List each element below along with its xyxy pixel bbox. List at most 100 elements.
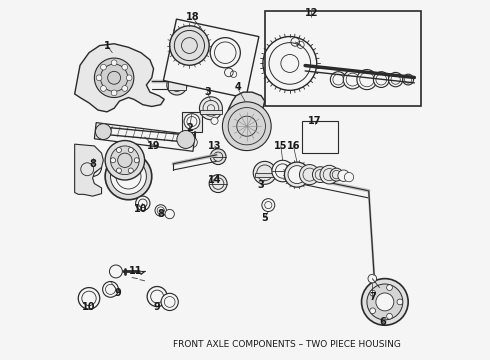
Text: 8: 8 <box>89 159 96 169</box>
Text: 5: 5 <box>261 213 268 222</box>
Text: 4: 4 <box>234 82 241 92</box>
Circle shape <box>362 279 408 325</box>
Circle shape <box>387 285 392 291</box>
Circle shape <box>84 158 101 176</box>
Circle shape <box>161 293 178 311</box>
Circle shape <box>165 210 174 219</box>
Circle shape <box>155 205 167 216</box>
Circle shape <box>122 64 127 70</box>
Circle shape <box>96 124 111 139</box>
Circle shape <box>222 102 271 150</box>
Circle shape <box>253 161 276 184</box>
Text: 2: 2 <box>186 123 193 133</box>
Circle shape <box>367 284 403 320</box>
Text: 15: 15 <box>274 141 288 151</box>
Circle shape <box>285 162 310 187</box>
Polygon shape <box>74 144 103 196</box>
Circle shape <box>111 158 147 194</box>
Circle shape <box>111 90 117 96</box>
Circle shape <box>387 314 392 319</box>
Circle shape <box>370 290 375 296</box>
Circle shape <box>102 282 119 297</box>
Bar <box>200 110 221 114</box>
Circle shape <box>147 287 167 307</box>
Polygon shape <box>227 92 265 149</box>
Circle shape <box>170 26 209 65</box>
Bar <box>164 19 259 98</box>
Text: 17: 17 <box>308 116 321 126</box>
Circle shape <box>109 265 122 278</box>
Circle shape <box>373 72 389 87</box>
Bar <box>182 112 202 132</box>
Circle shape <box>126 75 132 81</box>
Circle shape <box>357 69 377 90</box>
Circle shape <box>272 160 294 182</box>
Text: 19: 19 <box>147 141 160 151</box>
Circle shape <box>128 168 133 173</box>
Circle shape <box>262 199 275 212</box>
Circle shape <box>128 148 133 153</box>
Circle shape <box>199 97 222 120</box>
Text: 18: 18 <box>186 12 200 22</box>
Text: 9: 9 <box>114 288 121 298</box>
Text: 8: 8 <box>157 209 164 219</box>
Text: 16: 16 <box>287 141 300 151</box>
Circle shape <box>105 153 152 200</box>
Circle shape <box>111 146 139 175</box>
Text: 6: 6 <box>380 317 387 327</box>
Text: 9: 9 <box>154 302 161 312</box>
Circle shape <box>134 158 139 163</box>
Bar <box>265 12 421 107</box>
Circle shape <box>288 166 306 184</box>
Circle shape <box>397 299 403 305</box>
Circle shape <box>338 170 349 181</box>
Polygon shape <box>74 44 164 112</box>
Circle shape <box>117 148 122 153</box>
Text: 13: 13 <box>208 141 221 151</box>
Circle shape <box>344 172 354 182</box>
Circle shape <box>210 149 226 165</box>
Circle shape <box>78 288 100 309</box>
Bar <box>302 121 338 153</box>
Circle shape <box>95 58 134 98</box>
Circle shape <box>211 117 218 125</box>
Circle shape <box>105 140 145 180</box>
Circle shape <box>111 158 116 163</box>
Text: 14: 14 <box>208 175 221 185</box>
Text: 11: 11 <box>129 266 143 276</box>
Circle shape <box>210 38 240 68</box>
Text: 7: 7 <box>369 292 376 302</box>
Circle shape <box>330 168 343 181</box>
Circle shape <box>370 308 375 314</box>
Text: 3: 3 <box>258 180 265 190</box>
Circle shape <box>100 64 106 70</box>
Circle shape <box>136 196 150 211</box>
Circle shape <box>100 86 106 91</box>
Circle shape <box>376 293 394 311</box>
Circle shape <box>187 137 197 148</box>
Text: FRONT AXLE COMPONENTS – TWO PIECE HOUSING: FRONT AXLE COMPONENTS – TWO PIECE HOUSIN… <box>173 339 401 348</box>
Circle shape <box>184 114 200 130</box>
Circle shape <box>299 165 319 185</box>
Text: 10: 10 <box>134 204 148 214</box>
Circle shape <box>209 175 227 193</box>
Bar <box>255 173 275 177</box>
Text: 10: 10 <box>82 302 96 312</box>
Circle shape <box>177 131 195 148</box>
Circle shape <box>330 72 346 87</box>
Bar <box>168 81 186 90</box>
Circle shape <box>167 75 187 95</box>
Circle shape <box>111 60 117 66</box>
Circle shape <box>117 168 122 173</box>
Text: 3: 3 <box>204 87 211 97</box>
Text: 12: 12 <box>305 8 318 18</box>
Circle shape <box>389 72 403 87</box>
Circle shape <box>224 68 233 77</box>
Circle shape <box>96 75 102 81</box>
Circle shape <box>313 167 328 183</box>
Text: 1: 1 <box>103 41 110 50</box>
Circle shape <box>368 274 377 283</box>
Circle shape <box>403 74 414 85</box>
Circle shape <box>122 86 127 91</box>
Polygon shape <box>95 123 195 151</box>
